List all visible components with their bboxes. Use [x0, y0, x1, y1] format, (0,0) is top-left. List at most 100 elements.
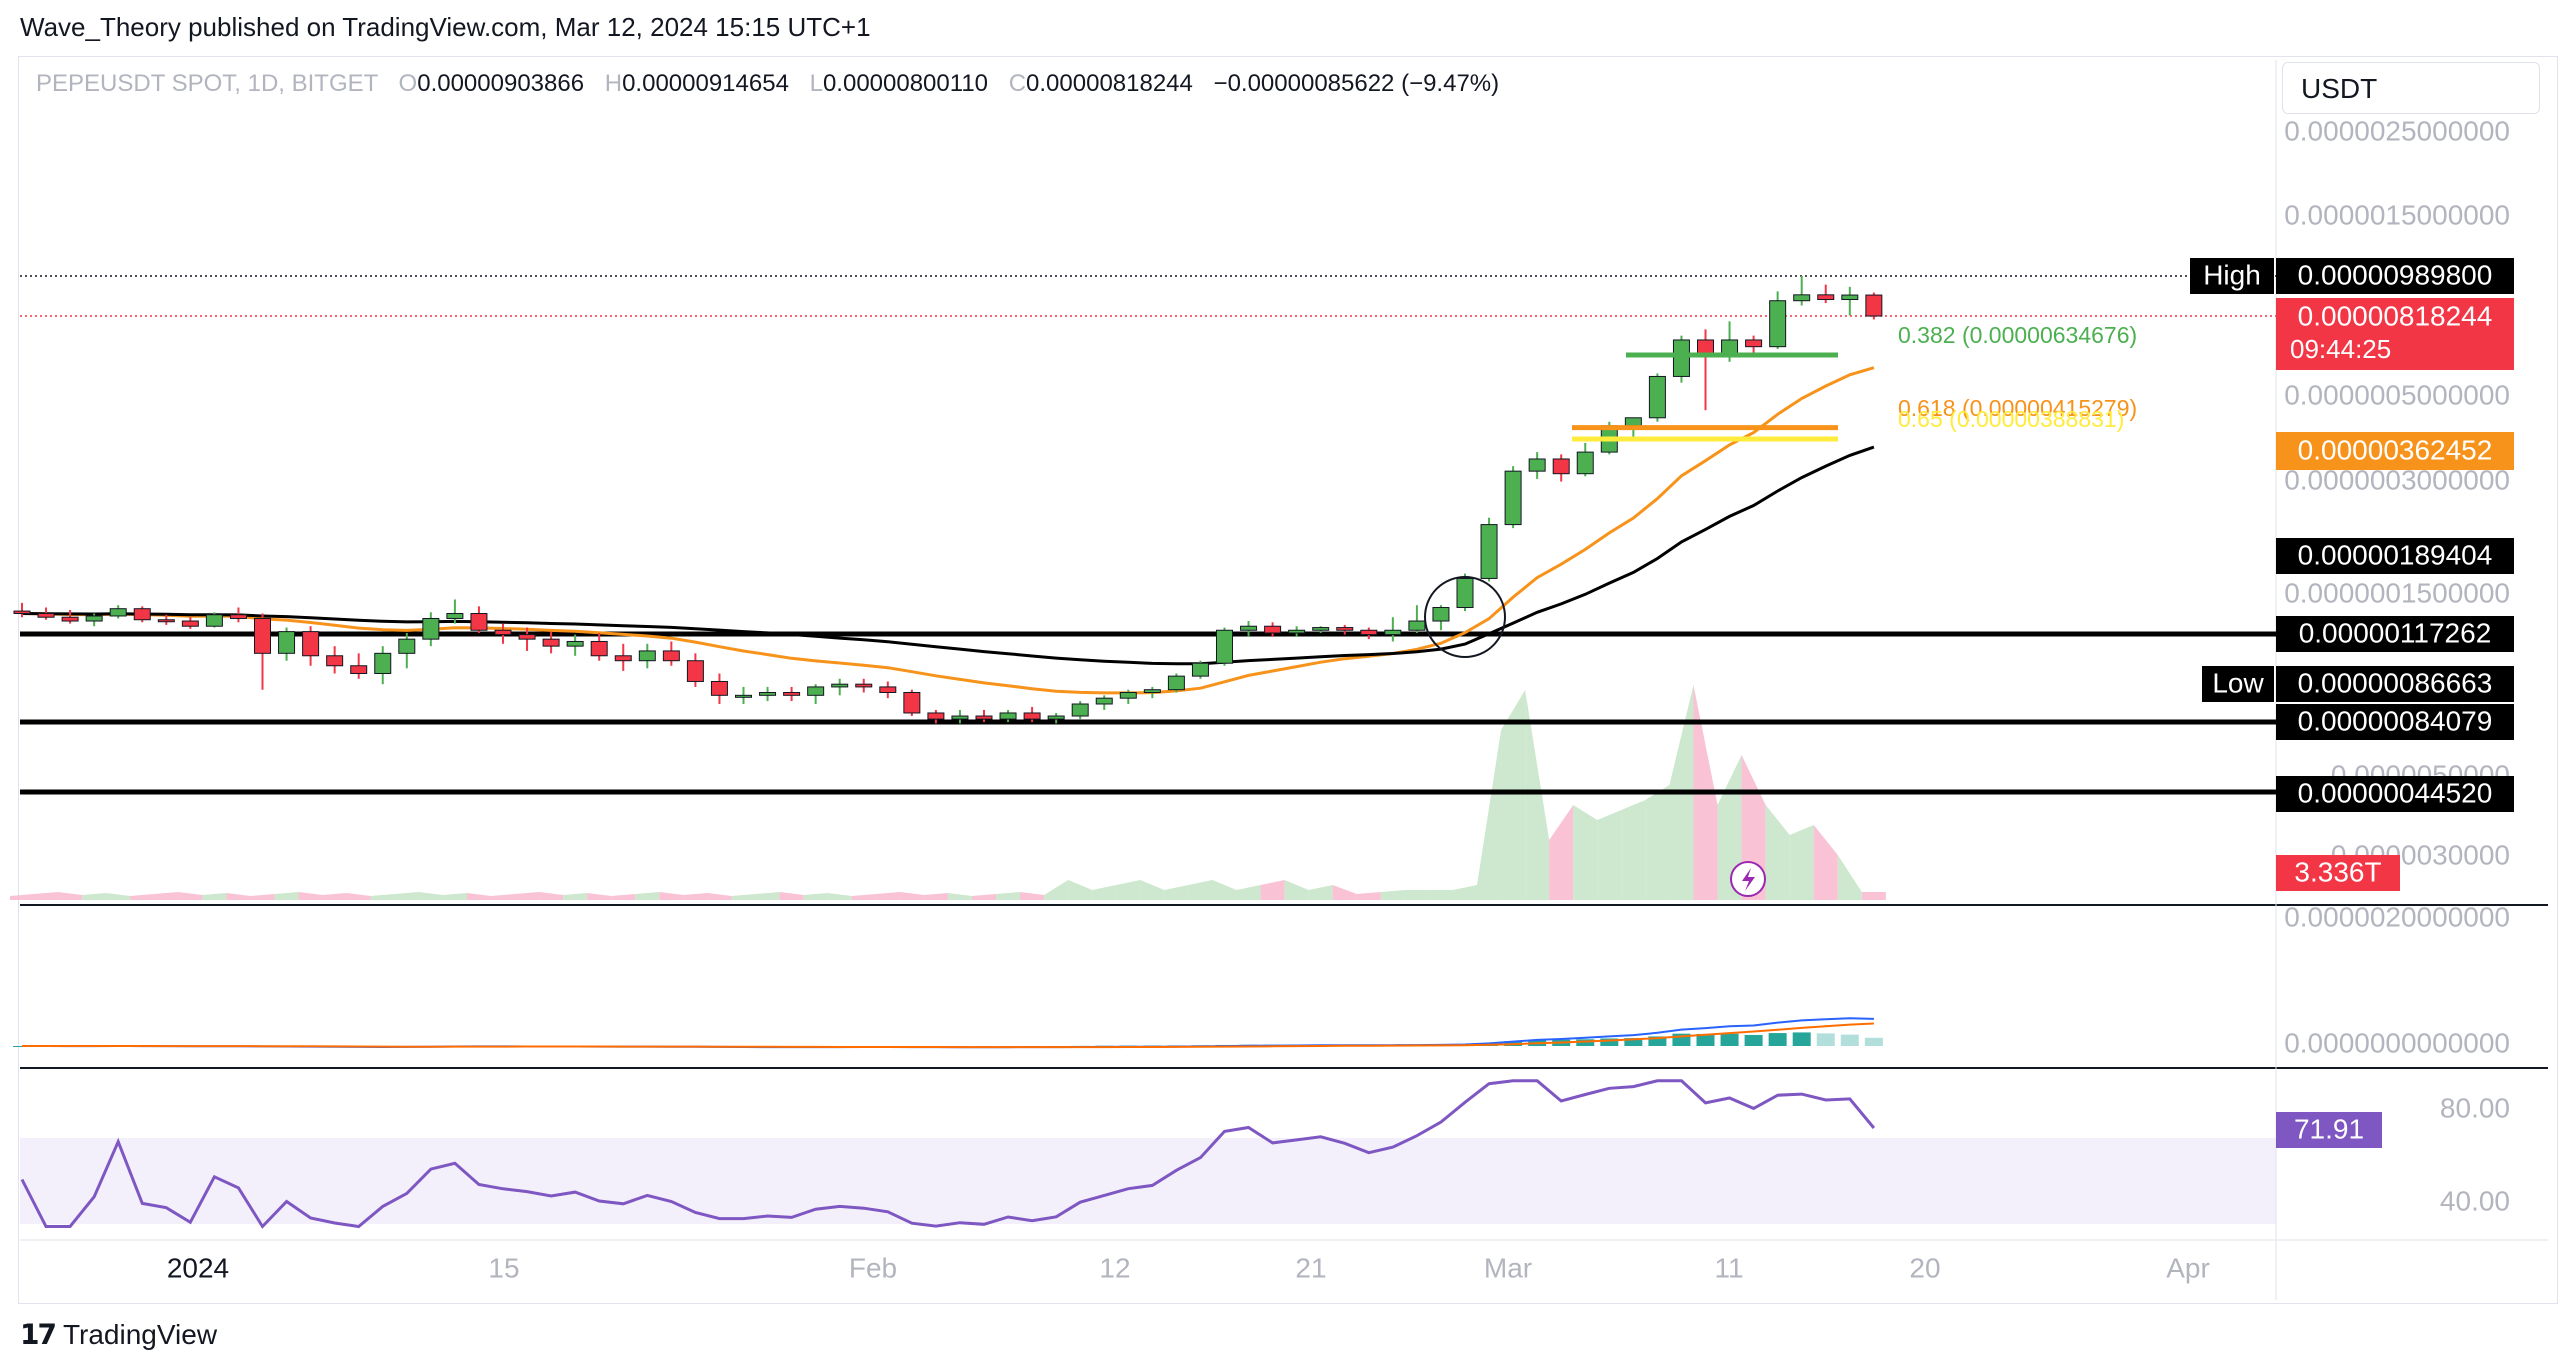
macd-histogram-bar	[1624, 1038, 1643, 1046]
fib-level-label-0.382: 0.382 (0.00000634676)	[1898, 322, 2137, 348]
candle-body	[1240, 625, 1258, 631]
candle-body	[783, 691, 801, 696]
time-axis-label: 2024	[167, 1252, 229, 1283]
volume-bar	[1477, 730, 1502, 900]
candle-body	[61, 616, 79, 622]
high-label: H	[604, 70, 623, 97]
tradingview-logo[interactable]: 𝟭𝟳 TradingView	[20, 1318, 217, 1351]
volume-bar	[1525, 690, 1550, 900]
low-tag-label: Low	[2212, 667, 2264, 698]
candle-body	[831, 683, 849, 688]
candle-body	[590, 640, 608, 657]
candle-body	[1648, 375, 1666, 419]
tradingview-logo-text: TradingView	[62, 1318, 218, 1350]
candle-body	[350, 665, 368, 674]
macd-histogram-bar	[1792, 1032, 1811, 1046]
volume-bar	[1236, 885, 1261, 900]
candle-body	[422, 617, 440, 640]
volume-bar	[635, 892, 660, 900]
volume-bar	[731, 894, 756, 900]
candle-body	[1432, 607, 1450, 622]
volume-bar	[9, 894, 35, 900]
candle-body	[326, 655, 344, 667]
candle-body	[1047, 715, 1065, 720]
volume-bar	[1020, 892, 1045, 900]
tradingview-logo-icon: 𝟭𝟳	[20, 1319, 57, 1350]
volume-bar	[322, 893, 347, 900]
candle-body	[470, 613, 488, 631]
volume-bar	[490, 894, 516, 900]
breakout-highlight-circle	[1424, 576, 1506, 658]
ema-fast-line	[21, 366, 1875, 695]
candle-body	[1360, 629, 1378, 636]
low-tag-label-bg	[2202, 666, 2274, 702]
rsi-line	[20, 1079, 1876, 1229]
candle-body	[1745, 339, 1763, 348]
candle-body	[686, 660, 704, 682]
candle-body	[1095, 697, 1113, 705]
high-price-tag: 0.00000989800	[2298, 259, 2493, 290]
volume-bar	[1501, 690, 1526, 900]
time-axis-label: Apr	[2166, 1252, 2210, 1283]
candle-body	[542, 638, 560, 647]
volume-bar	[1452, 885, 1478, 900]
volume-bar	[1260, 880, 1285, 900]
volume-bar	[1380, 890, 1405, 900]
countdown-tag: 09:44:25	[2290, 334, 2391, 364]
macd-histogram-bar	[1648, 1036, 1667, 1046]
low-value: 0.00000800110	[822, 70, 989, 97]
candle-body	[638, 650, 656, 662]
candle-body	[999, 712, 1017, 720]
candle-body	[1624, 417, 1642, 427]
candle-body	[1576, 451, 1594, 475]
volume-bar	[1621, 800, 1646, 900]
volume-bar	[1116, 880, 1141, 900]
candle-body	[374, 652, 392, 674]
macd-histogram-bar	[1744, 1034, 1763, 1046]
volume-bar	[58, 892, 83, 900]
candle-body	[1865, 294, 1883, 317]
volume-bar	[1212, 880, 1237, 900]
candle-body	[879, 686, 897, 693]
candle-body	[951, 715, 969, 720]
candle-body	[1841, 294, 1859, 301]
volume-bar	[1813, 825, 1838, 900]
level-tag-3: 0.00000044520	[2298, 777, 2493, 808]
symbol-label: PEPEUSDT SPOT, 1D, BITGET	[36, 70, 378, 97]
candle-body	[1216, 629, 1233, 664]
price-axis-label: 0.0000005000000	[2284, 379, 2510, 410]
high-value: 0.00000914654	[622, 70, 789, 97]
macd-histogram-bar	[1696, 1033, 1715, 1046]
volume-bar	[1068, 880, 1093, 900]
volume-bar	[1428, 890, 1453, 900]
macd-histogram-bar	[1600, 1038, 1619, 1046]
volume-bar	[587, 893, 612, 900]
volume-bar	[923, 893, 948, 900]
open-label: O	[398, 70, 418, 97]
volume-tag-bg	[2276, 855, 2400, 891]
volume-bar	[707, 893, 732, 900]
time-axis-label: 21	[1295, 1252, 1326, 1283]
high-tag-label-bg	[2190, 258, 2274, 294]
volume-bar	[1044, 880, 1069, 900]
time-axis-label: 12	[1099, 1252, 1130, 1283]
fib-level-label-0.618: 0.618 (0.00000415279)	[1898, 395, 2137, 421]
candle-body	[229, 614, 247, 619]
candle-body	[759, 691, 777, 696]
candle-body	[181, 620, 199, 627]
volume-bar	[1789, 825, 1814, 900]
volume-bar	[1861, 892, 1886, 900]
candle-body	[1143, 689, 1161, 693]
candle-body	[1023, 712, 1041, 720]
level-tag-2: 0.00000084079	[2298, 705, 2493, 736]
volume-bar	[1765, 805, 1790, 900]
high-tag-label: High	[2203, 259, 2261, 290]
volume-bar	[34, 892, 59, 900]
volume-bar	[250, 894, 275, 900]
candle-body	[1264, 625, 1282, 634]
currency-button[interactable]: USDT	[2282, 62, 2540, 114]
volume-tag: 3.336T	[2294, 856, 2381, 887]
candle-body	[494, 629, 512, 636]
candle-body	[1672, 339, 1690, 377]
